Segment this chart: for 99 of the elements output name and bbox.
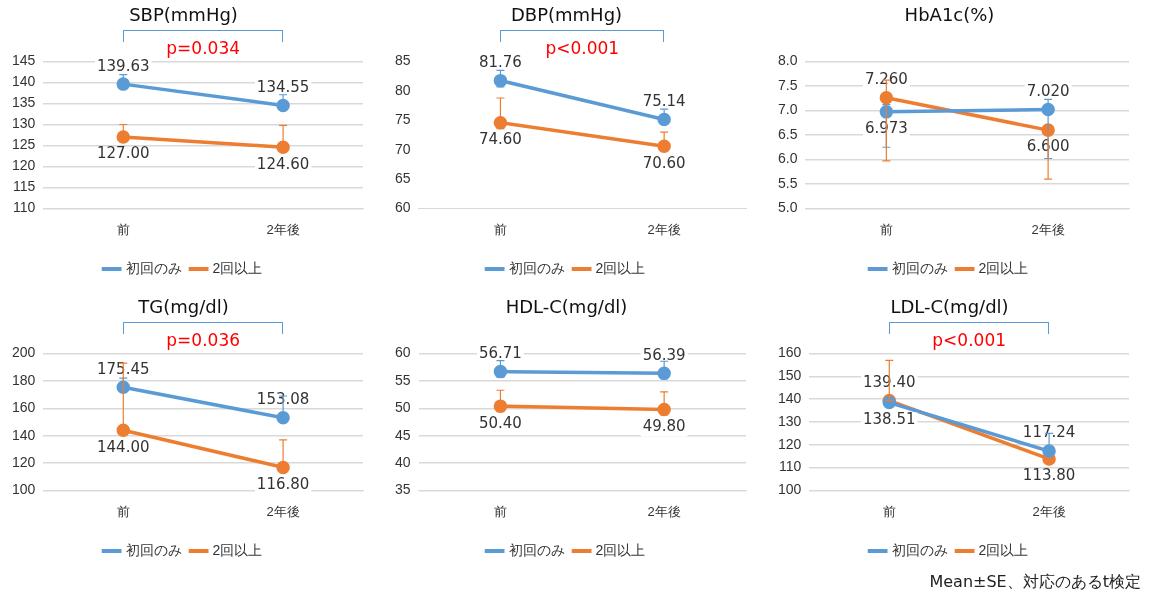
data-label: 74.60 [478, 130, 522, 149]
point [116, 423, 131, 437]
y-tick-label: 140 [12, 426, 36, 443]
y-tick-label: 120 [778, 435, 802, 452]
y-tick-label: 180 [12, 371, 36, 388]
data-label: 138.51 [863, 409, 916, 428]
data-label: 144.00 [97, 437, 150, 456]
data-label: 124.60 [256, 154, 310, 173]
y-tick-label: 35 [394, 481, 411, 498]
data-label: 56.71 [478, 343, 522, 362]
data-label: 70.60 [642, 153, 686, 172]
x-tick-label: 2年後 [1031, 221, 1065, 237]
y-tick-label: 140 [12, 73, 36, 90]
y-tick-label: 140 [778, 390, 802, 407]
y-tick-label: 160 [12, 399, 36, 416]
y-tick-label: 70 [394, 140, 411, 157]
data-label: 116.80 [256, 474, 310, 493]
y-tick-label: 45 [394, 426, 411, 443]
y-tick-label: 55 [394, 371, 411, 388]
chart-title: HDL-C(mg/dl) [505, 296, 628, 318]
y-tick-label: 8.0 [777, 52, 798, 69]
y-tick-label: 7.5 [777, 76, 798, 93]
x-tick-label: 2年後 [1032, 503, 1066, 519]
y-tick-label: 40 [394, 453, 411, 470]
x-tick-label: 前 [493, 503, 507, 519]
chart-title: HbA1c(%) [904, 4, 995, 26]
data-label: 7.020 [1026, 81, 1070, 100]
legend-label: 初回のみ [508, 259, 565, 276]
data-label: 134.55 [256, 77, 310, 96]
data-label: 7.260 [864, 70, 908, 89]
y-tick-label: 75 [394, 111, 411, 128]
legend-label: 初回のみ [891, 259, 948, 276]
y-tick-label: 6.0 [777, 150, 798, 167]
data-label: 81.76 [478, 53, 522, 72]
legend-label: 2回以上 [212, 259, 263, 276]
y-tick-label: 130 [778, 412, 802, 429]
y-tick-label: 65 [394, 169, 411, 186]
y-tick-label: 100 [778, 481, 802, 498]
legend-label: 2回以上 [212, 541, 263, 558]
y-tick-label: 135 [12, 94, 36, 111]
text: p=0.036 [165, 329, 241, 350]
x-tick-label: 2年後 [647, 221, 681, 237]
data-label: 139.63 [97, 56, 150, 75]
x-tick-label: 2年後 [266, 221, 300, 237]
legend-label: 初回のみ [891, 541, 948, 558]
data-label: 75.14 [642, 91, 686, 110]
y-tick-label: 110 [13, 199, 36, 216]
y-tick-label: 5.0 [777, 199, 798, 216]
data-label: 56.39 [642, 345, 686, 364]
data-label: 49.80 [642, 416, 686, 435]
y-tick-label: 100 [12, 481, 36, 498]
text: p<0.001 [931, 329, 1007, 350]
legend-label: 2回以上 [978, 259, 1029, 276]
y-tick-label: 60 [394, 199, 411, 216]
y-tick-label: 60 [394, 344, 411, 361]
y-tick-label: 160 [778, 344, 802, 361]
point [116, 130, 131, 144]
y-tick-label: 130 [12, 115, 36, 132]
chart-title: SBP(mmHg) [129, 4, 238, 26]
text: p=0.034 [165, 37, 241, 58]
text: Mean±SE、対応のあるt検定 [929, 572, 1141, 593]
y-tick-label: 110 [779, 458, 802, 475]
y-tick-label: 120 [12, 453, 36, 470]
y-tick-label: 5.5 [777, 174, 798, 191]
legend-label: 初回のみ [125, 259, 182, 276]
y-tick-label: 85 [394, 52, 411, 69]
y-tick-label: 80 [394, 81, 411, 98]
text: p<0.001 [545, 37, 620, 58]
x-tick-label: 前 [882, 503, 896, 519]
y-tick-label: 200 [12, 344, 36, 361]
point [879, 91, 894, 105]
chart-title: LDL-C(mg/dl) [890, 296, 1009, 318]
data-label: 127.00 [97, 144, 150, 163]
y-tick-label: 145 [12, 52, 36, 69]
legend-label: 2回以上 [595, 259, 646, 276]
chart-title: TG(mg/dl) [137, 296, 229, 318]
y-tick-label: 125 [12, 136, 36, 153]
x-tick-label: 前 [493, 221, 507, 237]
x-tick-label: 2年後 [266, 503, 300, 519]
y-tick-label: 6.5 [777, 125, 798, 142]
point [493, 73, 508, 88]
legend-label: 2回以上 [595, 541, 646, 558]
y-tick-label: 115 [13, 178, 36, 195]
legend-label: 初回のみ [125, 541, 182, 558]
data-label: 50.40 [478, 413, 522, 432]
y-tick-label: 150 [778, 367, 802, 384]
x-tick-label: 2年後 [647, 503, 681, 519]
x-tick-label: 前 [116, 503, 130, 519]
point [493, 115, 508, 130]
legend-label: 初回のみ [508, 541, 565, 558]
y-tick-label: 7.0 [777, 101, 798, 118]
data-label: 113.80 [1022, 466, 1076, 485]
data-label: 117.24 [1022, 423, 1076, 442]
chart-title: DBP(mmHg) [510, 4, 623, 26]
x-tick-label: 前 [879, 221, 893, 237]
legend-label: 2回以上 [978, 541, 1029, 558]
x-tick-label: 前 [116, 221, 130, 237]
y-tick-label: 50 [394, 399, 411, 416]
y-tick-label: 120 [12, 157, 36, 174]
